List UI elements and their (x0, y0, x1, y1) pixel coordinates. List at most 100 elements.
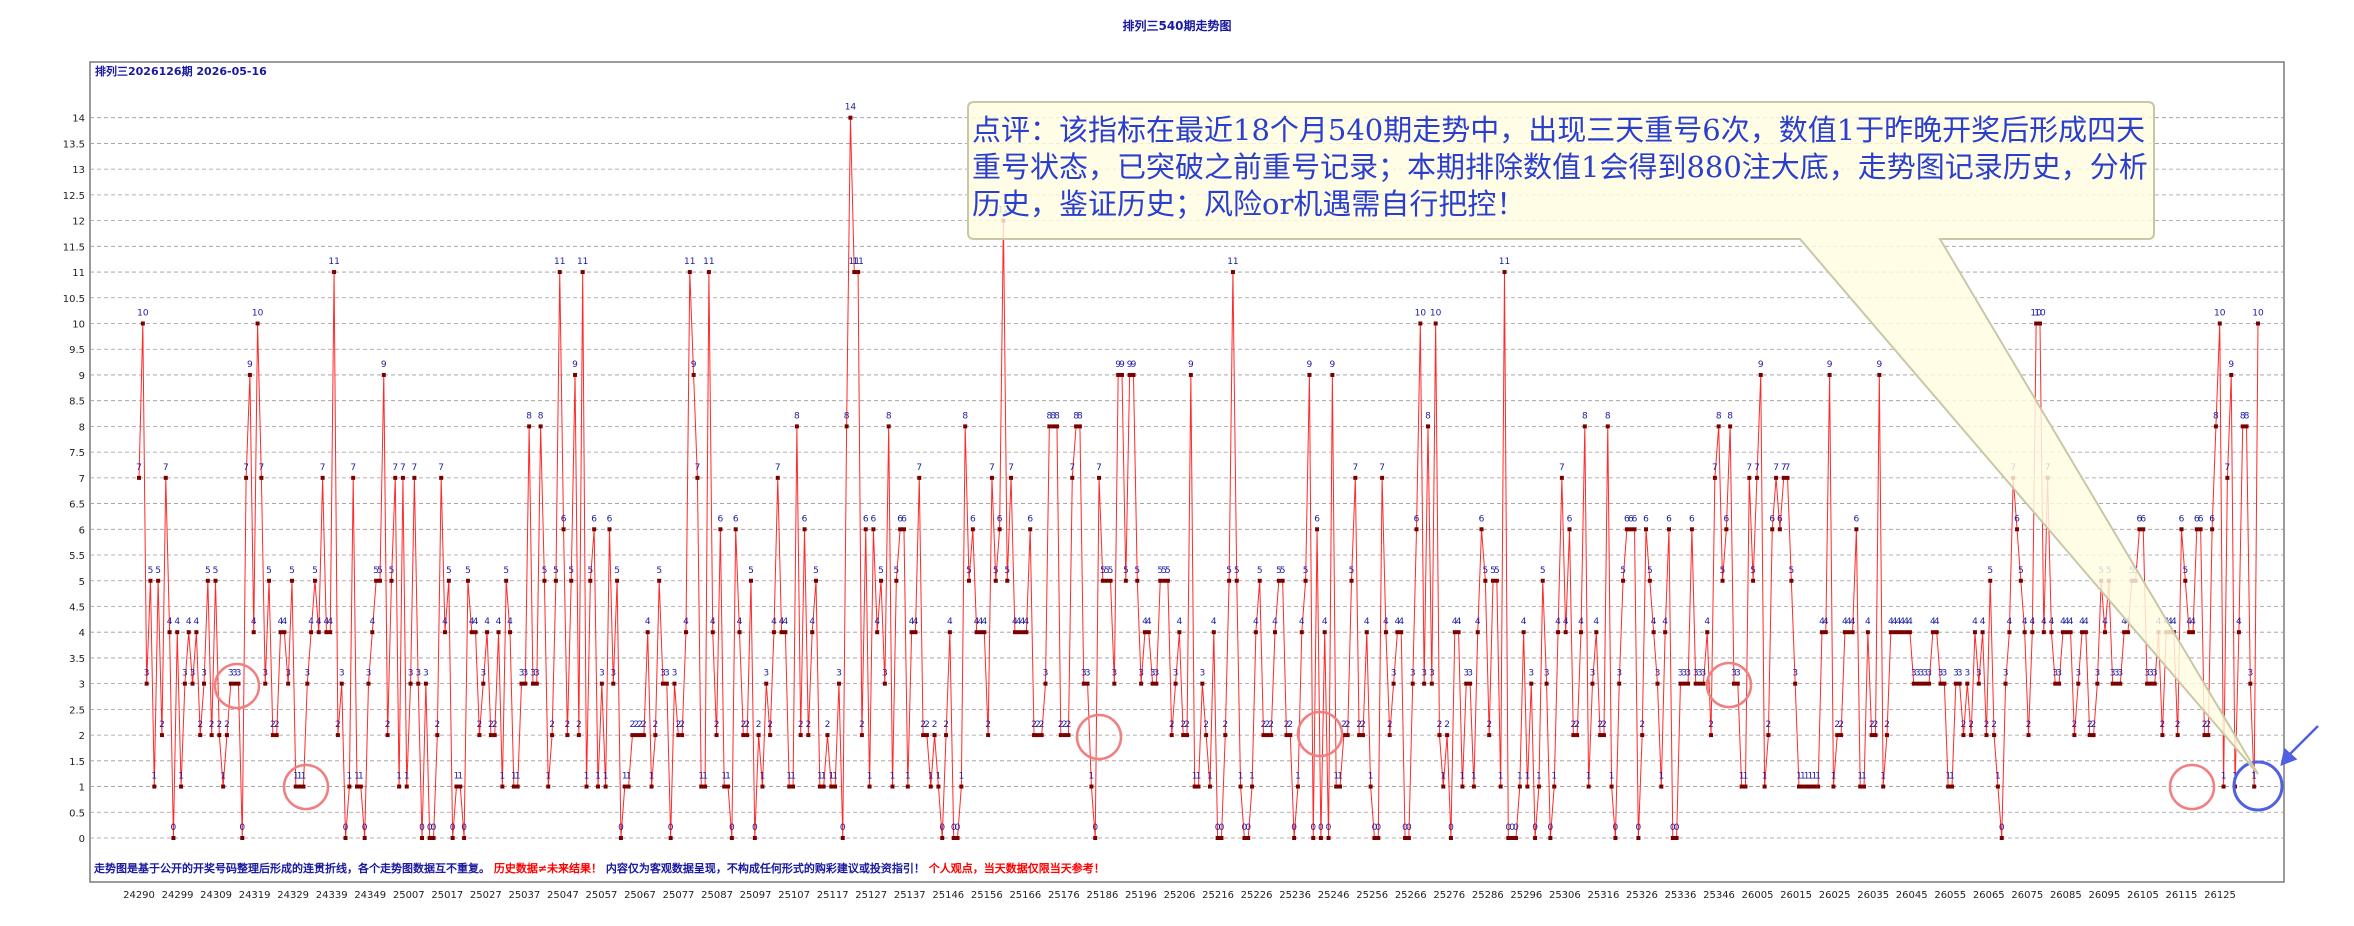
x-tick-label: 26045 (1896, 890, 1928, 901)
data-label: 3 (1111, 669, 1117, 679)
data-label: 4 (1823, 617, 1829, 627)
data-label: 2 (1264, 720, 1270, 730)
data-point (1758, 372, 1763, 377)
data-point (1422, 681, 1427, 686)
x-tick-label: 25236 (1279, 890, 1311, 901)
data-label: 6 (970, 514, 976, 524)
data-label: 1 (457, 772, 463, 782)
data-label: 11 (852, 257, 863, 267)
y-tick-label: 5 (79, 577, 85, 588)
data-point (1907, 630, 1912, 635)
data-point (316, 630, 321, 635)
footer-notice: 走势图是基于公开的开奖号码整理后形成的连贯折线，各个走势图数据互不重复。 历史数… (93, 861, 1105, 875)
y-tick-label: 3.5 (69, 654, 85, 665)
data-label: 4 (1850, 617, 1856, 627)
data-markers (137, 115, 2260, 840)
data-label: 1 (396, 772, 402, 782)
data-label: 2 (1597, 720, 1603, 730)
y-tick-label: 13.5 (63, 139, 85, 150)
data-label: 6 (733, 514, 739, 524)
data-label: 1 (1333, 772, 1339, 782)
y-tick-label: 8.5 (69, 397, 85, 408)
data-point (1265, 733, 1270, 738)
data-label: 0 (1242, 823, 1248, 833)
data-label: 2 (1268, 720, 1274, 730)
data-label: 4 (1704, 617, 1710, 627)
data-label: 1 (1295, 772, 1301, 782)
data-label: 6 (1414, 514, 1420, 524)
data-point (1077, 424, 1082, 429)
data-point (1043, 681, 1048, 686)
data-point (1177, 630, 1182, 635)
data-label: 4 (473, 617, 479, 627)
data-point (2072, 733, 2077, 738)
data-label: 7 (163, 463, 169, 473)
data-point (1777, 527, 1782, 532)
data-point (305, 681, 310, 686)
data-label: 1 (626, 772, 632, 782)
data-label: 2 (2087, 720, 2093, 730)
data-label: 1 (1586, 772, 1592, 782)
data-label: 0 (450, 823, 456, 833)
data-label: 7 (2225, 463, 2231, 473)
data-point (267, 578, 272, 583)
data-point (1609, 784, 1614, 789)
data-point (1250, 784, 1255, 789)
data-point (1980, 630, 1985, 635)
data-point (1284, 733, 1289, 738)
data-label: 5 (155, 566, 161, 576)
x-tick-label: 24329 (277, 890, 309, 901)
data-point (2179, 527, 2184, 532)
data-point (530, 681, 535, 686)
data-point (1751, 578, 1756, 583)
data-label: 4 (1930, 617, 1936, 627)
data-label: 3 (882, 669, 888, 679)
data-label: 1 (301, 772, 307, 782)
data-label: 3 (2148, 669, 2154, 679)
data-label: 3 (599, 669, 605, 679)
footer-red-text: 历史数据≠未来结果！ (494, 861, 602, 875)
data-label: 4 (1980, 617, 1986, 627)
data-label: 2 (1486, 720, 1492, 730)
x-tick-label: 24339 (316, 890, 348, 901)
data-label: 3 (228, 669, 234, 679)
data-point (1058, 733, 1063, 738)
data-label: 3 (2110, 669, 2116, 679)
data-point (1024, 630, 1029, 635)
data-point (829, 784, 834, 789)
data-point (366, 681, 371, 686)
data-point (1211, 630, 1216, 635)
data-point (940, 836, 945, 840)
x-tick-label: 26105 (2127, 890, 2159, 901)
data-point (1468, 681, 1473, 686)
data-label: 4 (779, 617, 785, 627)
data-point (611, 681, 616, 686)
data-label: 2 (1444, 720, 1450, 730)
data-point (385, 733, 390, 738)
data-label: 3 (236, 669, 242, 679)
data-point (634, 733, 639, 738)
data-label: 7 (320, 463, 326, 473)
data-point (1326, 836, 1331, 840)
x-tick-label: 26005 (1742, 890, 1774, 901)
data-point (1693, 681, 1698, 686)
data-point (198, 733, 203, 738)
data-label: 5 (656, 566, 662, 576)
data-point (1165, 578, 1170, 583)
data-label: 5 (1483, 566, 1489, 576)
x-tick-label: 25266 (1395, 890, 1427, 901)
data-label: 0 (1318, 823, 1324, 833)
data-point (469, 630, 474, 635)
data-label: 4 (1253, 617, 1259, 627)
data-label: 4 (1899, 617, 1905, 627)
data-point (1372, 836, 1377, 840)
data-point (1200, 681, 1205, 686)
data-label: 1 (354, 772, 360, 782)
data-point (1158, 578, 1163, 583)
data-label: 1 (1945, 772, 1951, 782)
data-point (722, 784, 727, 789)
data-point (1628, 527, 1633, 532)
data-point (2125, 630, 2130, 635)
data-label: 8 (886, 411, 892, 421)
data-label: 3 (1735, 669, 1741, 679)
